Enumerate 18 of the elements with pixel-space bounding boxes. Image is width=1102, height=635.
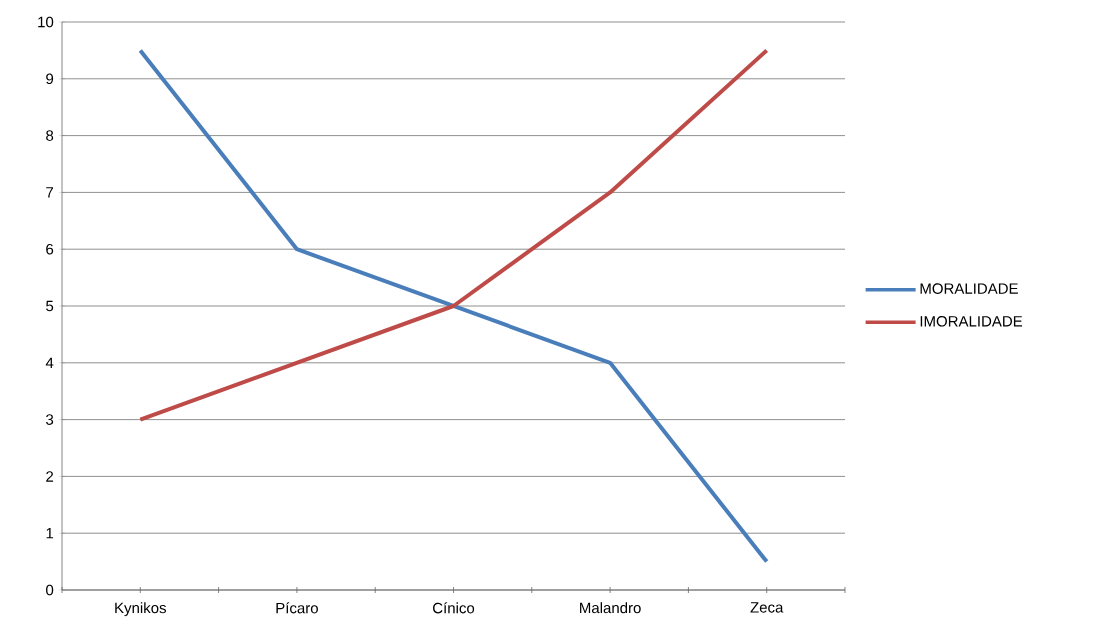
x-tick-label: Cínico (433, 602, 475, 614)
y-tick-label: 4 (45, 357, 54, 368)
x-tick-label: Kynikos (115, 602, 167, 617)
y-tick-label: 10 (38, 16, 54, 28)
x-tick-label: Zeca (750, 602, 784, 613)
y-tick-label: 0 (46, 584, 54, 596)
x-tick-label: Malandro (580, 602, 641, 614)
y-tick-label: 3 (46, 414, 54, 425)
y-tick-label: 9 (46, 73, 54, 85)
y-tick-label: 5 (46, 300, 54, 312)
legend-label: MORALIDADE (920, 283, 1018, 294)
legend-label: IMORALIDADE (920, 315, 1023, 327)
y-tick-label: 1 (46, 528, 54, 539)
y-tick-label: 7 (46, 187, 54, 198)
y-tick-label: 8 (46, 130, 54, 141)
x-tick-label: Pícaro (276, 602, 318, 614)
y-tick-label: 6 (46, 243, 54, 255)
y-tick-label: 2 (46, 471, 54, 482)
